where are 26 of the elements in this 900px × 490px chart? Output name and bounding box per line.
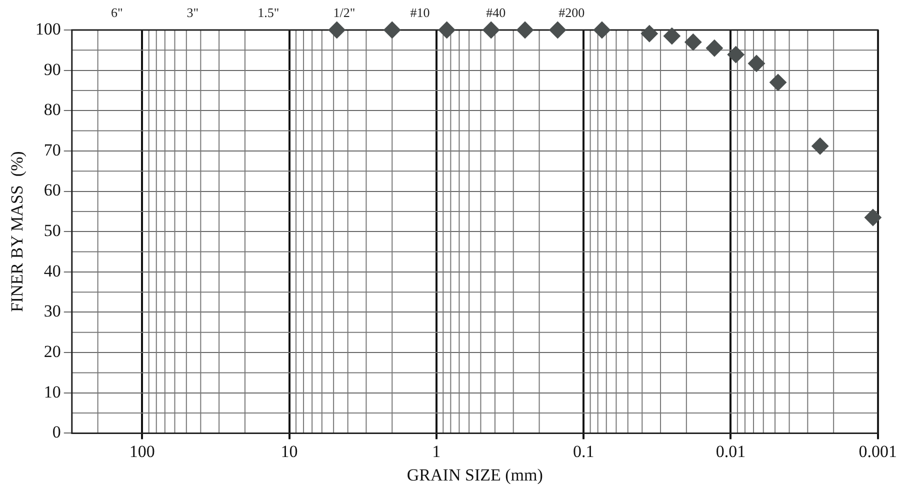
- x-tick-label: 0.001: [858, 442, 897, 461]
- y-tick-label: 80: [44, 100, 61, 120]
- y-axis-title: FINER BY MASS (%): [8, 151, 27, 312]
- text: 1.5": [258, 4, 280, 20]
- y-tick-label: 50: [44, 221, 61, 240]
- x-tick-label: 0.1: [572, 442, 594, 461]
- x-tick-label: 0.01: [716, 442, 746, 461]
- text: 3": [186, 4, 199, 20]
- y-tick-label: 90: [44, 60, 61, 79]
- text: 6": [110, 4, 123, 20]
- text: #40: [486, 4, 506, 20]
- x-tick-label: 100: [129, 442, 155, 461]
- y-tick-label: 0: [52, 422, 61, 442]
- x-tick-label: 10: [280, 442, 298, 461]
- text: #200: [558, 4, 585, 20]
- text: #10: [410, 4, 430, 20]
- y-tick-label: 10: [44, 382, 61, 402]
- y-tick-label: 100: [35, 19, 61, 38]
- y-tick-label: 30: [44, 302, 61, 321]
- y-tick-label: 40: [44, 261, 61, 280]
- text: 1/2": [333, 4, 356, 20]
- x-tick-label: 1: [432, 442, 441, 461]
- y-tick-label: 70: [44, 140, 61, 160]
- x-axis-title: GRAIN SIZE (mm): [406, 465, 543, 484]
- y-tick-label: 20: [44, 342, 61, 362]
- y-tick-label: 60: [44, 180, 61, 200]
